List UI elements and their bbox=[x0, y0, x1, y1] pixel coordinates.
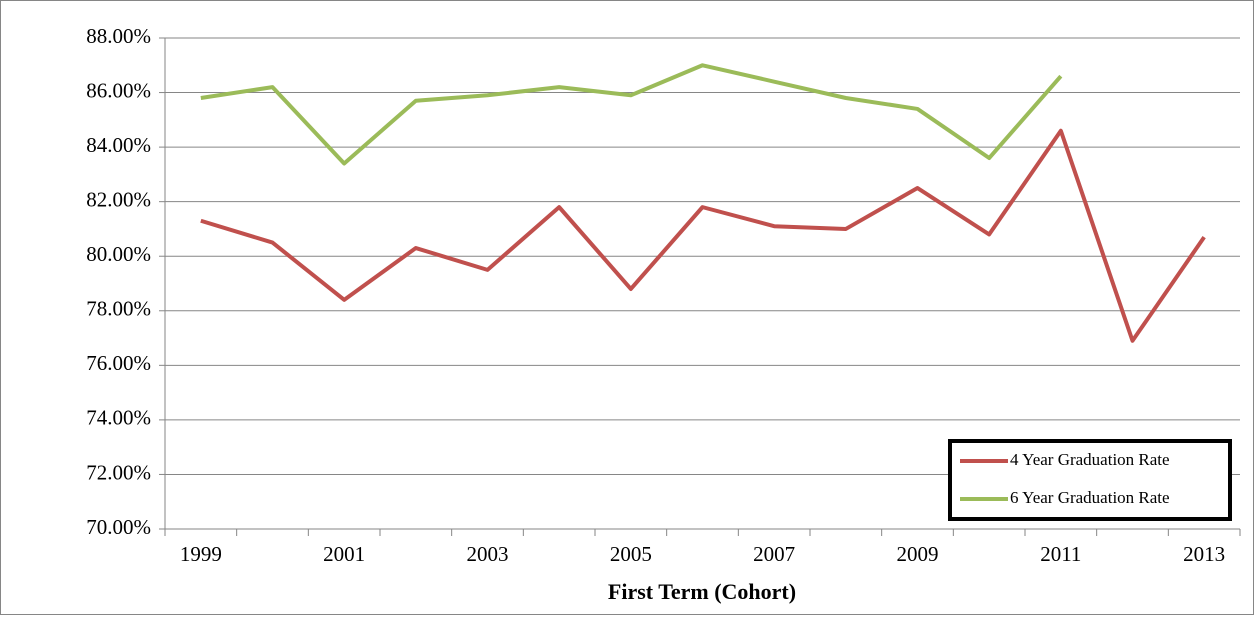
x-tick-label: 2003 bbox=[467, 542, 509, 566]
y-tick-label: 88.00% bbox=[86, 24, 151, 48]
x-axis-title: First Term (Cohort) bbox=[608, 579, 796, 604]
y-tick-label: 70.00% bbox=[86, 515, 151, 539]
x-tick-label: 2013 bbox=[1183, 542, 1225, 566]
y-tick-label: 74.00% bbox=[86, 406, 151, 430]
y-tick-label: 78.00% bbox=[86, 297, 151, 321]
x-tick-label: 2007 bbox=[753, 542, 795, 566]
y-tick-label: 76.00% bbox=[86, 351, 151, 375]
series-line bbox=[200, 128, 1206, 343]
x-tick-label: 2011 bbox=[1040, 542, 1081, 566]
legend-box bbox=[948, 439, 1232, 521]
x-tick-label: 2001 bbox=[323, 542, 365, 566]
y-tick-label: 82.00% bbox=[86, 187, 151, 211]
x-tick-label: 1999 bbox=[180, 542, 222, 566]
y-tick-label: 84.00% bbox=[86, 133, 151, 157]
x-tick-label: 2009 bbox=[897, 542, 939, 566]
legend-label: 6 Year Graduation Rate bbox=[1010, 488, 1170, 507]
y-tick-label: 72.00% bbox=[86, 460, 151, 484]
x-tick-label: 2005 bbox=[610, 542, 652, 566]
series-line bbox=[200, 63, 1063, 166]
y-tick-label: 86.00% bbox=[86, 78, 151, 102]
y-tick-label: 80.00% bbox=[86, 242, 151, 266]
legend-label: 4 Year Graduation Rate bbox=[1010, 450, 1170, 469]
